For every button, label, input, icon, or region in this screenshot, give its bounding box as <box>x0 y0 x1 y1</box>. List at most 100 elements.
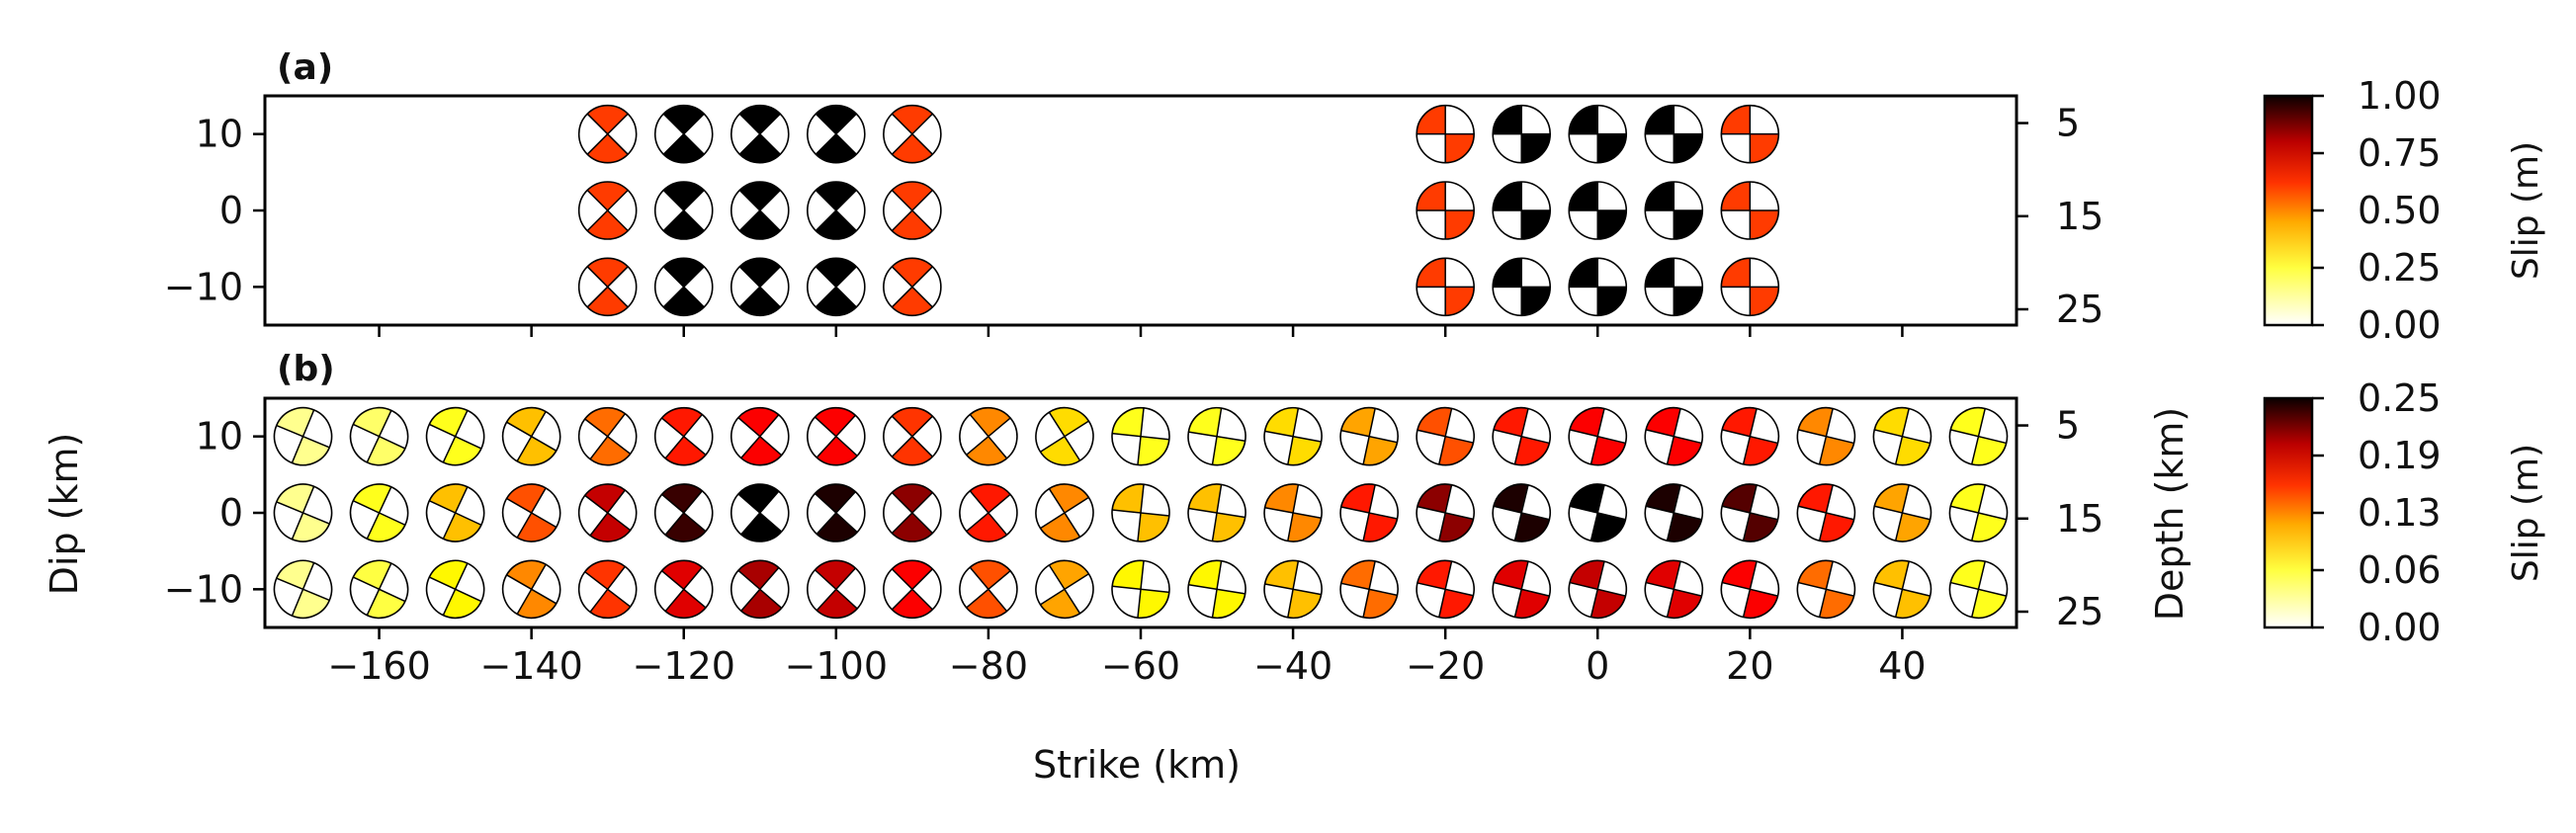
beachball-b-1-9 <box>959 483 1018 542</box>
beachball-a-0-1-3 <box>807 181 866 240</box>
beachball-b-1-22 <box>1948 483 2009 542</box>
beachball-a-1-0-0 <box>1416 104 1475 164</box>
colorbar-a-tick-label-1: 0.25 <box>2358 246 2442 290</box>
x-tick-label-2: −120 <box>633 644 735 688</box>
beachball-b-1-18 <box>1644 483 1704 542</box>
x-tick-label-1: −140 <box>479 644 582 688</box>
x-tick-label-5: −60 <box>1101 644 1180 688</box>
x-axis-label: Strike (km) <box>1033 743 1241 787</box>
beachball-b-0-19 <box>1720 406 1780 466</box>
beachball-b-2-17 <box>1568 559 1628 620</box>
colorbar-a <box>2263 94 2314 327</box>
colorbar-b <box>2263 396 2314 629</box>
beachball-b-0-16 <box>1492 406 1552 466</box>
colorbar-b-tick-label-0: 0.00 <box>2358 606 2442 649</box>
beachball-b-2-20 <box>1796 559 1856 620</box>
beachball-a-1-1-3 <box>1644 181 1704 240</box>
y-tick-label-b-1: 0 <box>219 491 243 535</box>
beachball-b-2-16 <box>1492 559 1552 620</box>
colorbar-a-tick-label-4: 1.00 <box>2358 74 2442 118</box>
beachball-b-1-0 <box>273 483 333 542</box>
beachball-a-0-2-1 <box>653 257 714 317</box>
beachball-b-2-7 <box>807 559 866 620</box>
beachball-b-2-12 <box>1187 559 1246 620</box>
depth-axis-label: Depth (km) <box>2148 407 2191 622</box>
x-tick-label-10: 40 <box>1878 644 1926 688</box>
colorbar-b-tick-label-2: 0.13 <box>2358 491 2442 535</box>
beachball-b-0-14 <box>1339 406 1399 466</box>
beachball-a-0-0-0 <box>577 104 638 164</box>
depth-tick-label-b-1: 15 <box>2056 497 2104 541</box>
beachball-a-1-1-2 <box>1568 181 1628 240</box>
beachball-a-0-0-3 <box>807 104 866 164</box>
colorbar-a-tick-label-2: 0.50 <box>2358 189 2442 232</box>
x-tick-label-9: 20 <box>1726 644 1773 688</box>
beachball-b-1-3 <box>501 483 561 542</box>
beachball-b-1-11 <box>1111 483 1170 542</box>
beachball-a-1-1-1 <box>1492 181 1552 240</box>
beachball-a-0-1-1 <box>653 181 714 240</box>
beachball-b-1-1 <box>349 483 409 542</box>
x-tick-label-8: 0 <box>1586 644 1609 688</box>
y-tick-label-b-2: −10 <box>164 567 243 611</box>
beachball-b-0-22 <box>1948 406 2009 466</box>
beachball-a-0-0-2 <box>730 104 790 164</box>
beachball-b-2-9 <box>959 559 1018 620</box>
colorbar-a-tick-label-3: 0.75 <box>2358 131 2442 175</box>
beachball-a-0-2-2 <box>730 257 790 317</box>
beachball-b-2-8 <box>883 559 942 620</box>
beachball-a-1-2-0 <box>1416 257 1475 317</box>
beachball-b-0-3 <box>501 406 561 466</box>
beachball-b-2-6 <box>730 559 790 620</box>
beachball-b-2-21 <box>1872 559 1932 620</box>
y-tick-label-b-0: 10 <box>196 415 243 458</box>
depth-tick-label-b-2: 25 <box>2056 590 2104 633</box>
beachball-b-0-17 <box>1568 406 1628 466</box>
beachball-b-0-1 <box>349 406 409 466</box>
beachball-b-1-5 <box>653 483 714 542</box>
panel-a-label: (a) <box>277 47 333 88</box>
colorbar-b-tick-label-4: 0.25 <box>2358 376 2442 420</box>
beachball-b-0-7 <box>807 406 866 466</box>
beachball-b-1-12 <box>1187 483 1246 542</box>
beachball-b-2-19 <box>1720 559 1780 620</box>
beachball-b-2-22 <box>1948 559 2009 620</box>
beachball-b-1-16 <box>1492 483 1552 542</box>
beachball-b-1-6 <box>730 483 790 542</box>
beachball-b-2-18 <box>1644 559 1704 620</box>
chart-marks <box>273 104 2009 620</box>
y-tick-label-a-0: 10 <box>196 113 243 156</box>
beachball-b-1-19 <box>1720 483 1780 542</box>
beachball-a-0-2-0 <box>577 257 638 317</box>
colorbar-a-tick-label-0: 0.00 <box>2358 303 2442 347</box>
beachball-a-1-0-1 <box>1492 104 1552 164</box>
beachball-a-1-1-0 <box>1416 181 1475 240</box>
beachball-a-1-0-4 <box>1720 104 1780 164</box>
x-tick-label-0: −160 <box>327 644 430 688</box>
beachball-b-2-4 <box>577 559 638 620</box>
beachball-b-1-13 <box>1263 483 1323 542</box>
beachball-b-2-2 <box>425 559 485 620</box>
beachball-b-0-5 <box>653 406 714 466</box>
depth-tick-label-a-0: 5 <box>2056 102 2080 145</box>
colorbar-b-label: Slip (m) <box>2506 444 2546 582</box>
beachball-a-1-1-4 <box>1720 181 1780 240</box>
x-tick-label-4: −80 <box>949 644 1028 688</box>
beachball-b-0-11 <box>1111 406 1170 466</box>
beachball-b-2-14 <box>1339 559 1399 620</box>
beachball-a-0-2-3 <box>807 257 866 317</box>
beachball-b-1-17 <box>1568 483 1628 542</box>
beachball-b-0-10 <box>1035 406 1094 466</box>
beachball-b-2-13 <box>1263 559 1323 620</box>
beachball-a-0-0-4 <box>883 104 942 164</box>
beachball-a-0-0-1 <box>653 104 714 164</box>
beachball-b-1-20 <box>1796 483 1856 542</box>
beachball-a-1-0-2 <box>1568 104 1628 164</box>
beachball-a-1-0-3 <box>1644 104 1704 164</box>
beachball-b-1-7 <box>807 483 866 542</box>
beachball-a-0-1-2 <box>730 181 790 240</box>
beachball-b-0-8 <box>883 406 942 466</box>
beachball-b-0-6 <box>730 406 790 466</box>
beachball-a-1-2-1 <box>1492 257 1552 317</box>
beachball-b-2-0 <box>273 559 333 620</box>
